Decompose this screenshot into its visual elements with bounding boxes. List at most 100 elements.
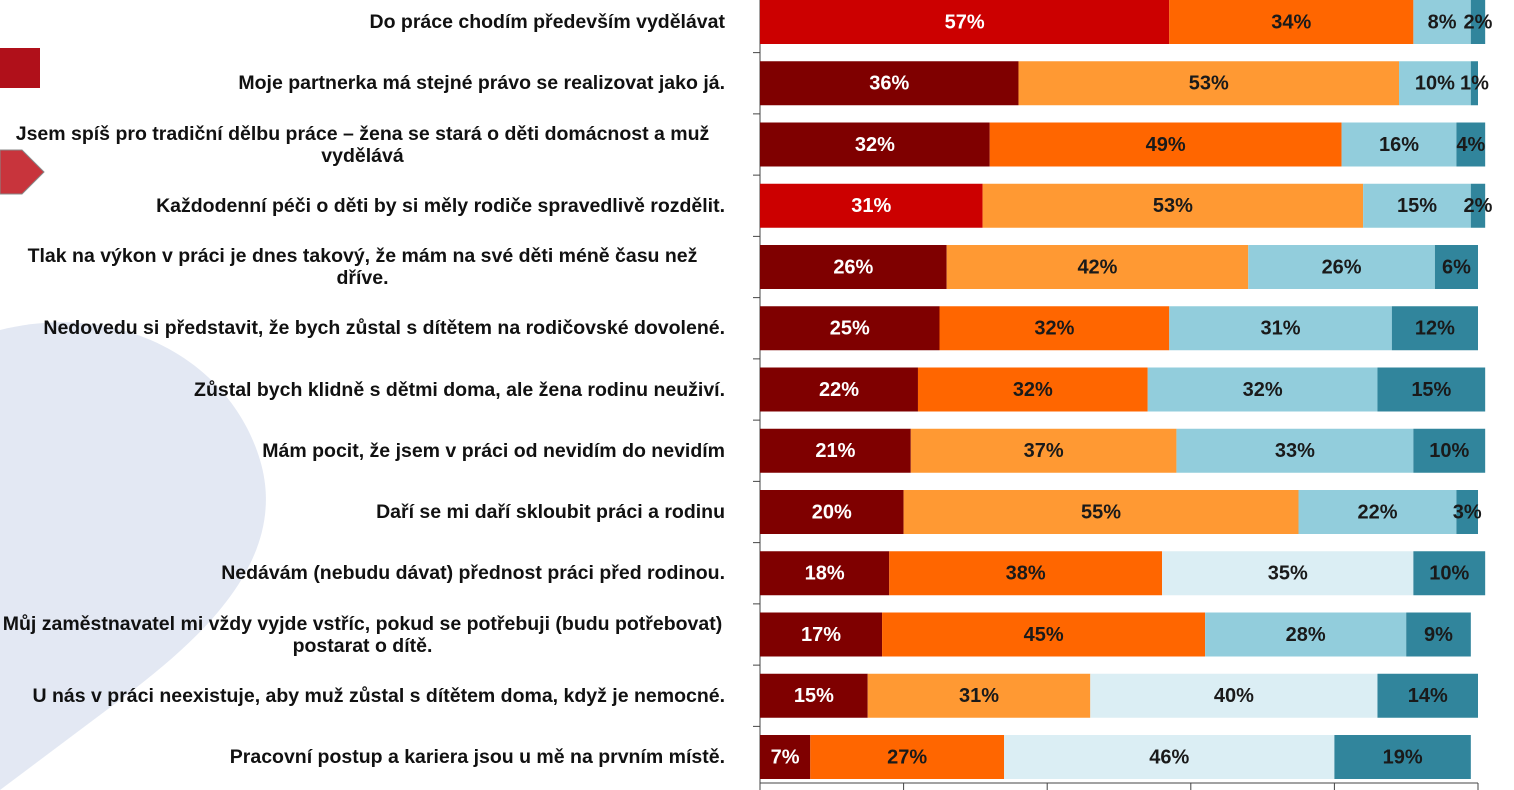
data-label: 28% bbox=[1286, 624, 1326, 646]
data-label: 9% bbox=[1424, 624, 1453, 646]
data-label: 15% bbox=[794, 685, 834, 707]
bar-segment bbox=[760, 61, 1019, 106]
bar-segment bbox=[760, 673, 868, 718]
background-shape bbox=[0, 322, 266, 790]
bar-segment bbox=[867, 673, 1091, 718]
bar-segment bbox=[760, 122, 990, 167]
bar-segment bbox=[1334, 735, 1471, 779]
data-label: 25% bbox=[830, 318, 870, 340]
bar-segment bbox=[760, 551, 890, 596]
bar-segment bbox=[760, 367, 918, 412]
bar-segment bbox=[760, 245, 947, 289]
category-label: Zůstal bych klidně s dětmi doma, ale žen… bbox=[194, 378, 725, 401]
bar-segment bbox=[1456, 490, 1478, 534]
data-label: 4% bbox=[1456, 134, 1485, 156]
category-label: Jsem spíš pro tradiční dělbu práce – žen… bbox=[15, 122, 710, 167]
data-label: 32% bbox=[1013, 379, 1053, 401]
data-label: 15% bbox=[1397, 195, 1437, 217]
bar-segment bbox=[1470, 0, 1486, 44]
category-label: Nedovedu si představit, že bych zůstal s… bbox=[43, 317, 725, 340]
category-label: Moje partnerka má stejné právo se realiz… bbox=[238, 72, 725, 95]
data-label: 10% bbox=[1415, 73, 1455, 95]
data-label: 15% bbox=[1411, 379, 1451, 401]
category-label: Pracovní postup a kariera jsou u mě na p… bbox=[229, 746, 725, 768]
data-label: 31% bbox=[851, 195, 891, 217]
bar-segment bbox=[989, 122, 1342, 167]
data-label: 53% bbox=[1189, 73, 1229, 95]
data-label: 14% bbox=[1408, 685, 1448, 707]
bar-segment bbox=[910, 428, 1177, 473]
data-label: 18% bbox=[805, 563, 845, 585]
data-label: 40% bbox=[1214, 685, 1254, 707]
data-label: 34% bbox=[1271, 11, 1311, 33]
bar-segment bbox=[760, 428, 911, 473]
data-label: 2% bbox=[1464, 195, 1493, 217]
category-label: Tlak na výkon v práci je dnes takový, že… bbox=[27, 245, 698, 289]
data-label: 7% bbox=[771, 746, 800, 768]
data-label: 1% bbox=[1460, 73, 1489, 95]
data-label: 27% bbox=[887, 746, 927, 768]
category-label: Každodenní péči o děti by si měly rodiče… bbox=[156, 194, 725, 217]
category-label: Do práce chodím především vydělávat bbox=[369, 11, 725, 33]
category-label: Daří se mi daří skloubit práci a rodinu bbox=[376, 501, 725, 523]
bar-segment bbox=[1341, 122, 1457, 167]
data-label: 22% bbox=[819, 379, 859, 401]
bar-segment bbox=[1456, 122, 1486, 167]
data-label: 8% bbox=[1428, 11, 1457, 33]
decor-arrow bbox=[0, 149, 45, 195]
data-label: 17% bbox=[801, 624, 841, 646]
bar-segment bbox=[1363, 183, 1471, 228]
data-label: 22% bbox=[1357, 501, 1397, 523]
data-label: 31% bbox=[1261, 318, 1301, 340]
bar-segment bbox=[1391, 306, 1478, 351]
bar-segment bbox=[1176, 428, 1414, 473]
bar-segment bbox=[810, 735, 1005, 779]
bar-segment bbox=[946, 245, 1249, 289]
bar-segment bbox=[1413, 428, 1486, 473]
bar-segment bbox=[1298, 490, 1457, 534]
data-label: 32% bbox=[1034, 318, 1074, 340]
bar-segment bbox=[1169, 0, 1414, 44]
bar-segment bbox=[1399, 61, 1471, 106]
bar-segment bbox=[760, 183, 983, 228]
data-label: 2% bbox=[1464, 11, 1493, 33]
data-label: 53% bbox=[1153, 195, 1193, 217]
data-label: 42% bbox=[1077, 256, 1117, 278]
data-label: 38% bbox=[1006, 563, 1046, 585]
data-label: 16% bbox=[1379, 134, 1419, 156]
bar-segment bbox=[1169, 306, 1392, 351]
bar-segment bbox=[1470, 61, 1478, 106]
data-label: 12% bbox=[1415, 318, 1455, 340]
data-label: 36% bbox=[869, 73, 909, 95]
data-label: 31% bbox=[959, 685, 999, 707]
bar-segment bbox=[1004, 735, 1335, 779]
data-label: 26% bbox=[1322, 256, 1362, 278]
data-label: 32% bbox=[855, 134, 895, 156]
bar-segment bbox=[1162, 551, 1414, 596]
bar-segment bbox=[760, 306, 940, 351]
bar-segment bbox=[1248, 245, 1435, 289]
bar-segment bbox=[1018, 61, 1400, 106]
data-label: 19% bbox=[1383, 746, 1423, 768]
data-label: 37% bbox=[1024, 440, 1064, 462]
bar-segment bbox=[1205, 612, 1407, 657]
data-label: 10% bbox=[1429, 563, 1469, 585]
category-label: Můj zaměstnavatel mi vždy vyjde vstříc, … bbox=[2, 612, 723, 657]
bar-segment bbox=[1413, 551, 1486, 596]
bar-segment bbox=[982, 183, 1364, 228]
bar-segment bbox=[889, 551, 1163, 596]
data-label: 33% bbox=[1275, 440, 1315, 462]
bar-segment bbox=[917, 367, 1148, 412]
data-label: 32% bbox=[1243, 379, 1283, 401]
bar-segment bbox=[1377, 673, 1478, 718]
data-label: 26% bbox=[833, 256, 873, 278]
data-label: 10% bbox=[1429, 440, 1469, 462]
bar-segment bbox=[903, 490, 1299, 534]
category-label: Nedávám (nebudu dávat) přednost práci př… bbox=[221, 562, 725, 585]
bar-segment bbox=[882, 612, 1206, 657]
bar-segment bbox=[939, 306, 1170, 351]
bar-segment bbox=[1413, 0, 1471, 44]
data-label: 49% bbox=[1146, 134, 1186, 156]
